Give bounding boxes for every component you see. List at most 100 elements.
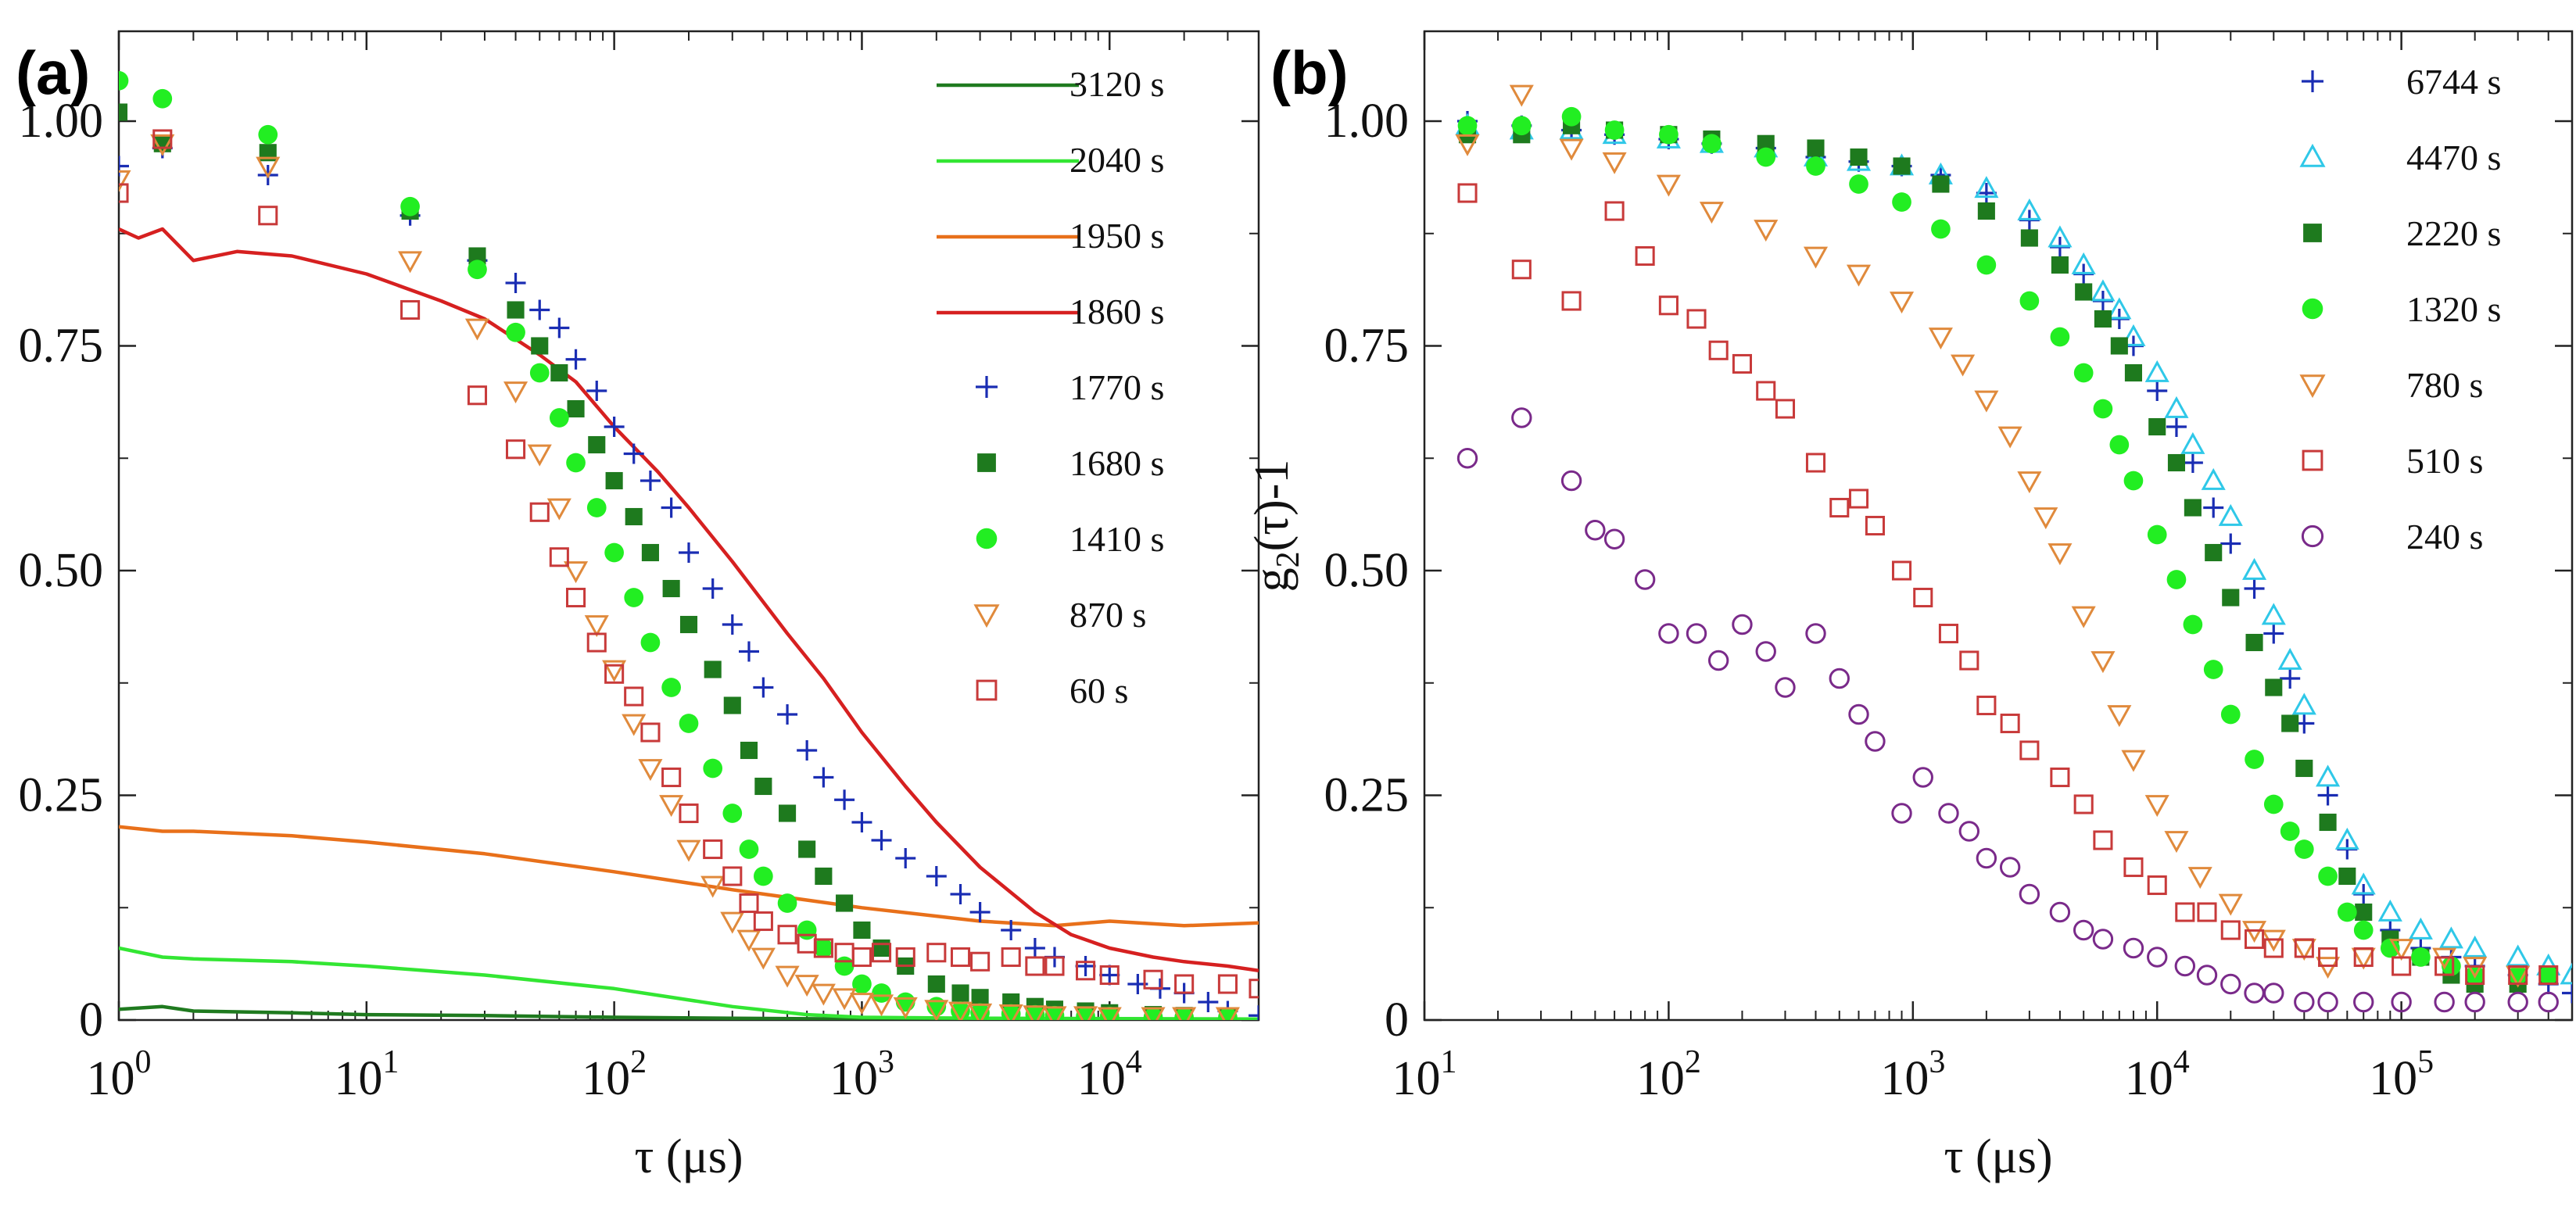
data-point xyxy=(927,975,945,993)
x-tick-label: 104 xyxy=(1077,1044,1142,1105)
data-point xyxy=(2438,926,2463,949)
data-point xyxy=(1561,106,1582,127)
y-tick-label: 1.00 xyxy=(1324,95,1410,148)
legend-item: 1770 s xyxy=(976,367,1164,407)
data-point xyxy=(872,983,891,1003)
data-point xyxy=(797,920,817,940)
data-point xyxy=(950,884,971,904)
legend-label: 2040 s xyxy=(1069,140,1164,180)
data-point xyxy=(529,363,550,383)
data-point xyxy=(505,273,526,293)
data-point xyxy=(1977,202,1995,220)
data-point xyxy=(1604,120,1625,140)
data-point xyxy=(679,615,698,634)
data-point xyxy=(2073,919,2094,941)
legend-item: 1410 s xyxy=(976,519,1164,559)
data-point xyxy=(2144,360,2169,382)
data-point xyxy=(623,443,644,464)
legend-marker xyxy=(2303,224,2322,242)
data-point xyxy=(1174,1008,1194,1020)
x-tick-label: 102 xyxy=(582,1044,647,1105)
data-point xyxy=(2091,279,2116,302)
data-point xyxy=(871,943,892,963)
data-point xyxy=(1001,947,1021,968)
legend-marker xyxy=(2302,70,2323,92)
data-point xyxy=(1073,1006,1098,1020)
data-point xyxy=(1757,134,1775,152)
data-point xyxy=(1756,147,1776,167)
data-point xyxy=(2434,956,2455,976)
legend-label: 1950 s xyxy=(1069,216,1164,256)
data-point xyxy=(1829,668,1850,689)
data-point xyxy=(2071,252,2096,274)
data-point xyxy=(2166,417,2187,437)
data-point xyxy=(2124,363,2143,382)
series-2220-s xyxy=(1458,116,2557,993)
series-2040-s xyxy=(119,946,1259,1020)
data-point xyxy=(968,1003,993,1020)
data-point xyxy=(119,156,129,177)
data-point xyxy=(1951,354,1976,377)
data-point xyxy=(2244,578,2265,599)
data-point xyxy=(2205,543,2223,562)
data-point xyxy=(895,947,915,968)
data-point xyxy=(679,714,699,733)
data-point xyxy=(588,435,606,454)
data-point xyxy=(2019,883,2040,905)
data-point xyxy=(2318,947,2338,968)
data-point xyxy=(2538,965,2559,986)
legend-label: 6744 s xyxy=(2406,62,2501,102)
data-point xyxy=(1656,174,1681,197)
data-point xyxy=(119,170,131,192)
legend: 6744 s 4470 s 2220 s 1320 s 780 s 510 s 240 s xyxy=(2299,62,2501,557)
y-tick-label: 0 xyxy=(79,993,103,1047)
data-point xyxy=(2411,947,2431,967)
data-point xyxy=(893,997,918,1019)
data-point xyxy=(1456,448,1478,469)
data-point xyxy=(2281,714,2299,732)
legend-item: 2220 s xyxy=(2303,213,2501,253)
data-point xyxy=(2109,435,2130,455)
data-point xyxy=(2294,991,2315,1013)
legend-label: 240 s xyxy=(2406,517,2483,557)
data-point xyxy=(2244,929,2265,950)
data-point xyxy=(2073,794,2094,814)
data-point xyxy=(1172,1007,1197,1020)
data-point xyxy=(624,686,644,707)
data-point xyxy=(1889,292,1915,314)
data-point xyxy=(2294,938,2314,958)
data-point xyxy=(2263,938,2284,958)
data-point xyxy=(662,579,680,598)
data-point xyxy=(624,588,644,607)
data-point xyxy=(794,975,819,997)
data-point xyxy=(1976,847,1997,869)
data-point xyxy=(676,839,701,862)
data-point xyxy=(566,587,586,608)
data-point xyxy=(849,993,874,1015)
data-point xyxy=(549,408,569,428)
data-point xyxy=(1849,174,1868,194)
series-510-s xyxy=(1457,183,2559,986)
data-point xyxy=(567,399,585,418)
data-point xyxy=(2338,867,2356,886)
data-point xyxy=(2121,750,2146,772)
y-tick-label: 0.25 xyxy=(19,769,104,822)
data-point xyxy=(2164,396,2189,418)
data-point xyxy=(2144,795,2169,818)
data-point xyxy=(1699,202,1724,224)
data-point xyxy=(1732,614,1753,635)
data-point xyxy=(1976,695,1997,716)
data-point xyxy=(1974,390,1999,413)
data-point xyxy=(895,992,915,1012)
legend-marker xyxy=(2302,449,2323,471)
data-point xyxy=(1249,979,1259,999)
data-point xyxy=(1913,587,1933,608)
data-point xyxy=(1174,974,1195,994)
data-point xyxy=(1141,1007,1166,1020)
data-point xyxy=(2263,983,2284,1004)
data-point xyxy=(738,641,759,662)
data-point xyxy=(2203,660,2223,679)
data-point xyxy=(2263,794,2284,814)
data-point xyxy=(586,498,607,517)
series-1770-s xyxy=(119,138,1259,1020)
